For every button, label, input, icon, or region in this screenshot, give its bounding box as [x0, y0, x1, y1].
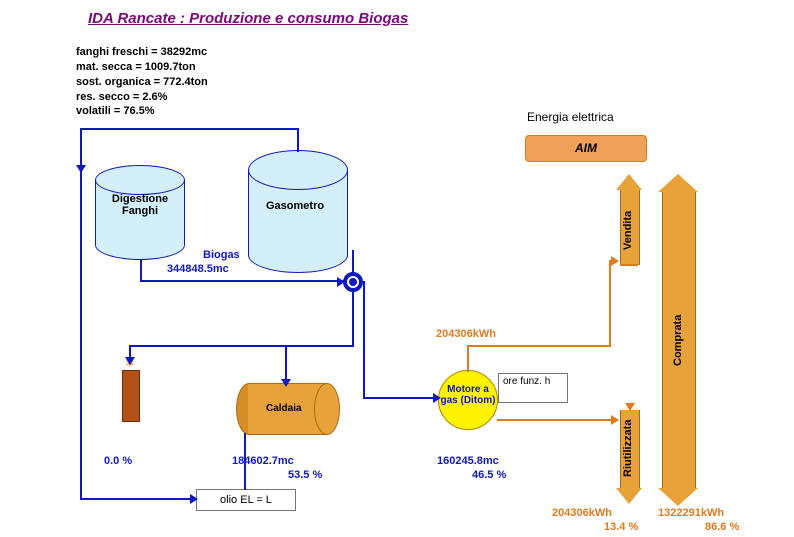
arrow-down-icon — [281, 379, 291, 387]
param-ressecco: res. secco = 2.6% — [76, 90, 208, 105]
gas-canister-icon — [122, 370, 140, 422]
flow-line — [129, 345, 354, 347]
energia-elettrica-label: Energia elettrica — [527, 110, 614, 124]
arrow-right-icon — [611, 415, 619, 425]
flow-line — [80, 438, 82, 499]
arrow-right-icon — [433, 393, 441, 403]
flow-line — [140, 280, 345, 282]
input-parameters: fanghi freschi = 38292mc mat. secca = 10… — [76, 45, 208, 119]
flow-line — [352, 291, 354, 347]
flow-line-orange — [467, 345, 469, 372]
arrow-down-icon — [625, 403, 635, 411]
flow-line — [80, 128, 299, 130]
flow-line-orange — [497, 419, 613, 421]
riutilizzata-pct: 13.4 % — [604, 521, 638, 533]
biogas-label: Biogas — [203, 249, 240, 261]
arrow-right-icon — [190, 494, 198, 504]
bar-vendita-label: Vendita — [622, 200, 634, 260]
comprata-kwh: 1322291kWh — [658, 507, 724, 519]
digestione-tank-icon — [95, 165, 185, 195]
caldaia-label: Caldaia — [266, 403, 302, 414]
param-sostorg: sost. organica = 772.4ton — [76, 75, 208, 90]
arrow-down-icon — [616, 488, 642, 504]
motore-pct: 46.5 % — [472, 469, 506, 481]
flow-line — [363, 281, 365, 398]
aim-box: AIM — [525, 135, 647, 162]
arrow-down-icon — [125, 357, 135, 365]
riutilizzata-kwh: 204306kWh — [552, 507, 612, 519]
biogas-value: 344848.5mc — [167, 263, 229, 275]
flow-line — [80, 498, 192, 500]
bar-riutilizzata-label: Riutilizzata — [622, 412, 634, 484]
arrow-down-icon — [658, 488, 698, 506]
caldaia-pct: 53.5 % — [288, 469, 322, 481]
arrow-up-icon — [616, 174, 642, 190]
olio-box: olio EL = L — [196, 489, 296, 511]
arrow-down-icon — [76, 165, 86, 173]
arrow-right-icon — [337, 277, 345, 287]
flow-line — [363, 397, 435, 399]
comprata-pct: 86.6 % — [705, 521, 739, 533]
arrow-up-icon — [658, 174, 698, 192]
param-volatili: volatili = 76.5% — [76, 104, 208, 119]
flow-line — [297, 128, 299, 152]
page-title: IDA Rancate : Produzione e consumo Bioga… — [88, 10, 408, 27]
pump-icon — [349, 278, 357, 286]
digestione-label: Digestione Fanghi — [108, 193, 172, 217]
flow-line — [80, 128, 82, 438]
canister-pct: 0.0 % — [104, 455, 132, 467]
caldaia-value: 184602.7mc — [232, 455, 294, 467]
flow-line — [285, 345, 287, 381]
flow-line — [140, 260, 142, 280]
flow-line — [244, 433, 246, 490]
ore-funz-box: ore funz. h — [498, 373, 568, 403]
flow-line-orange — [620, 264, 638, 266]
param-fanghi: fanghi freschi = 38292mc — [76, 45, 208, 60]
param-matsecca: mat. secca = 1009.7ton — [76, 60, 208, 75]
flow-line-orange — [609, 260, 611, 347]
caldaia-icon — [314, 383, 340, 435]
gasometro-tank-icon — [248, 150, 348, 190]
gasometro-label: Gasometro — [266, 200, 324, 212]
arrow-right-icon — [611, 256, 619, 266]
motore-gas-icon: Motore a gas (Ditom) — [438, 370, 498, 430]
flow-line-orange — [467, 345, 611, 347]
flow-line — [352, 250, 354, 274]
bar-comprata-label: Comprata — [672, 300, 684, 380]
motore-value: 160245.8mc — [437, 455, 499, 467]
motore-kwh: 204306kWh — [436, 328, 496, 340]
